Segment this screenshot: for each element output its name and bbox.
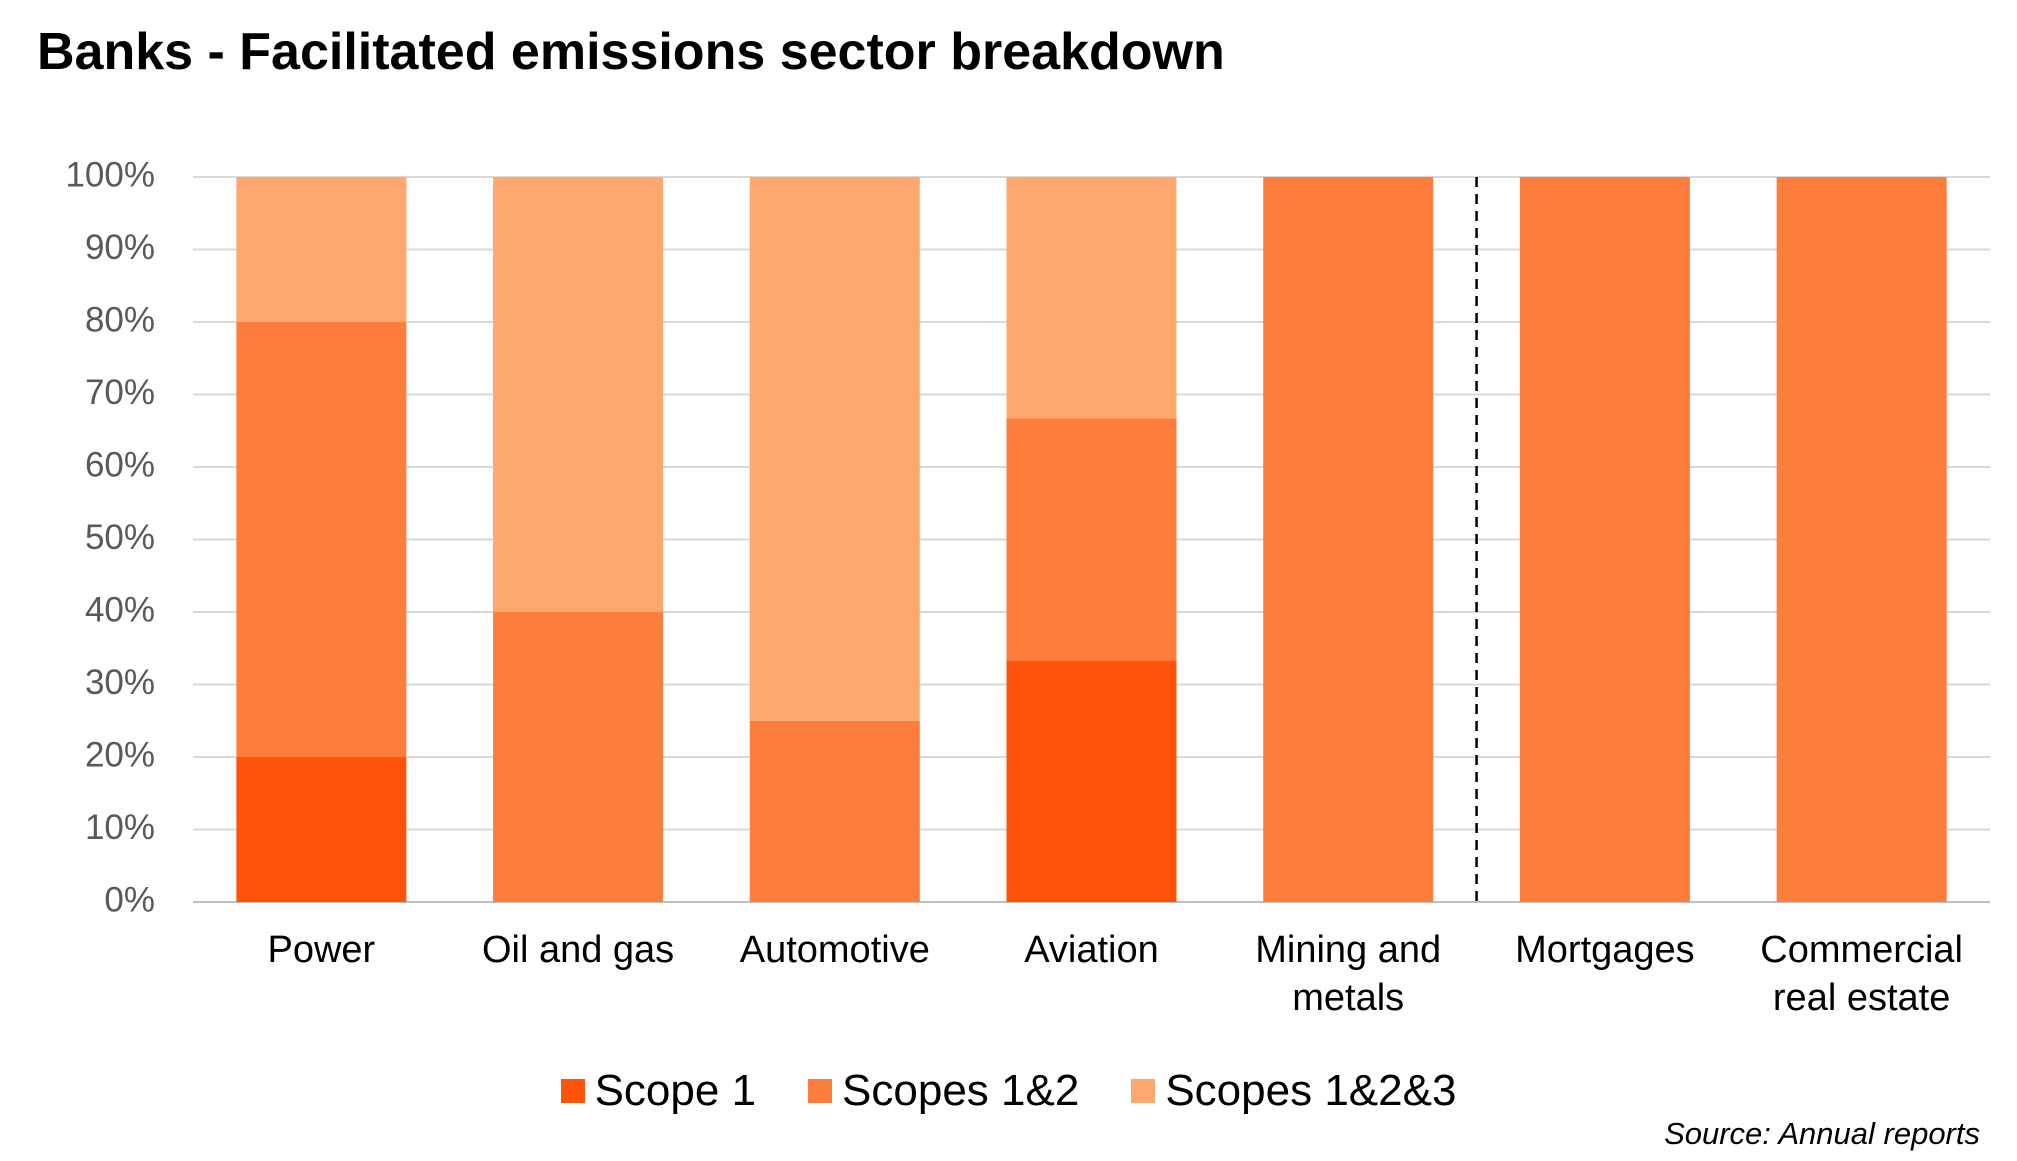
legend-item: Scopes 1&2&3 [1131,1066,1456,1116]
legend-label: Scope 1 [594,1066,757,1115]
legend-label: Scopes 1&2&3 [1165,1066,1457,1115]
bar-segment [236,757,407,902]
y-tick-label: 10% [85,808,155,847]
y-tick-label: 40% [85,590,155,629]
bar-segment [236,322,407,757]
source-note: Source: Annual reports [1664,1116,1980,1151]
y-tick-label: 20% [85,735,155,774]
y-tick-label: 60% [85,445,155,484]
bar-segment [1519,177,1690,902]
bar-segment [236,177,407,322]
legend-item: Scopes 1&2 [808,1066,1079,1116]
legend-swatch [1131,1079,1156,1103]
bar-segment [1263,177,1434,902]
x-tick-label: Commercial real estate [1760,929,1963,1019]
x-tick-label: Aviation [1024,929,1159,971]
x-tick-label: Mining and metals [1255,929,1442,1019]
bar-segment [1006,660,1177,902]
bar-segment [749,720,920,902]
y-tick-label: 70% [85,373,155,412]
legend-swatch [560,1079,585,1103]
y-tick-label: 0% [104,880,155,919]
legend: Scope 1 Scopes 1&2 Scopes 1&2&3 [0,1066,2017,1116]
y-tick-label: 30% [85,663,155,702]
chart-title: Banks - Facilitated emissions sector bre… [37,23,1225,81]
bar-segment [1776,177,1947,902]
y-tick-label: 90% [85,228,155,267]
legend-swatch [808,1079,833,1103]
y-tick-label: 100% [65,155,155,194]
x-tick-label: Oil and gas [481,929,675,971]
legend-item: Scope 1 [560,1066,757,1116]
bar-segment [493,612,664,902]
x-tick-label: Automotive [739,929,930,971]
bar-segment [493,177,664,612]
legend-label: Scopes 1&2 [842,1066,1080,1115]
x-tick-label: Power [267,929,376,971]
y-tick-label: 50% [85,518,155,557]
x-tick-label: Mortgages [1515,929,1695,971]
y-tick-label: 80% [85,300,155,339]
bar-segment [749,177,920,721]
bar-segment [1006,177,1177,419]
bar-segment [1006,418,1177,661]
